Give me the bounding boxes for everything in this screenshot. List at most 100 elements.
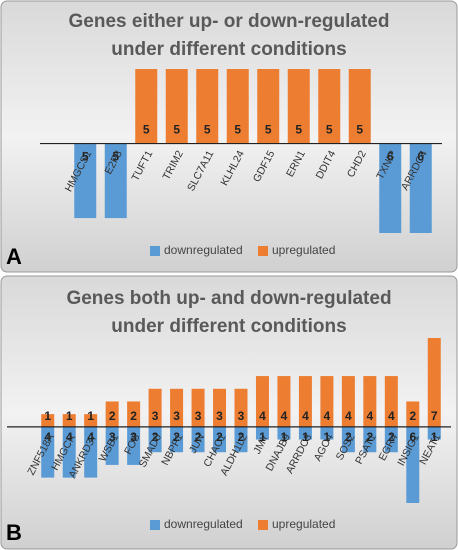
panel-label: A: [6, 244, 22, 269]
panel-label: B: [6, 520, 22, 545]
value-label: 5: [295, 123, 302, 137]
value-label: 2: [388, 430, 395, 444]
bar: [341, 376, 355, 427]
bar: [348, 69, 371, 144]
value-label: 1: [66, 409, 73, 423]
value-label: 5: [173, 123, 180, 137]
legend-swatch: [150, 246, 160, 256]
value-label: 1: [281, 430, 288, 444]
value-label: 1: [44, 409, 51, 423]
bar: [127, 401, 141, 427]
value-label: 4: [44, 430, 51, 444]
bar: [213, 388, 227, 427]
value-label: 2: [409, 409, 416, 423]
value-label: 5: [234, 123, 241, 137]
value-label: 4: [345, 409, 352, 423]
bar: [74, 143, 97, 219]
value-label: 4: [66, 430, 73, 444]
bar: [148, 388, 162, 427]
bar: [41, 414, 55, 427]
value-label: 6: [417, 150, 424, 164]
bar: [277, 376, 291, 427]
chart-title: under different conditions: [111, 316, 346, 337]
bar: [191, 426, 205, 453]
value-label: 2: [130, 409, 137, 423]
bar: [318, 69, 341, 144]
value-label: 5: [82, 150, 89, 164]
value-label: 5: [143, 123, 150, 137]
bar: [148, 426, 162, 453]
value-label: 4: [259, 409, 266, 423]
legend-label: upregulated: [272, 243, 335, 257]
bar: [298, 426, 312, 440]
bar: [298, 376, 312, 427]
chart-title: Genes both up- and down-regulated: [66, 288, 391, 309]
bar: [384, 376, 398, 427]
value-label: 2: [173, 430, 180, 444]
value-label: 2: [109, 409, 116, 423]
bar: [287, 69, 310, 144]
value-label: 6: [409, 430, 416, 444]
bar: [170, 388, 184, 427]
bar: [234, 388, 248, 427]
bar: [409, 143, 432, 233]
bar: [191, 388, 205, 427]
bar: [196, 69, 219, 144]
value-label: 3: [173, 409, 180, 423]
bar: [213, 426, 227, 453]
legend-label: upregulated: [272, 517, 335, 531]
value-label: 1: [431, 430, 438, 444]
value-label: 5: [112, 150, 119, 164]
bar: [406, 401, 420, 427]
value-label: 3: [216, 409, 223, 423]
bar: [105, 401, 119, 427]
value-label: 1: [259, 430, 266, 444]
chart-title: Genes either up- or down-regulated: [69, 11, 390, 32]
bar: [127, 426, 141, 465]
value-label: 5: [265, 123, 272, 137]
bar: [62, 414, 76, 427]
bar: [41, 426, 55, 478]
value-label: 4: [302, 409, 309, 423]
value-label: 4: [281, 409, 288, 423]
value-label: 2: [238, 430, 245, 444]
value-label: 3: [195, 409, 202, 423]
value-label: 4: [87, 430, 94, 444]
value-label: 2: [345, 430, 352, 444]
value-label: 5: [356, 123, 363, 137]
chart-title: under different conditions: [111, 39, 346, 60]
bar: [170, 426, 184, 453]
value-label: 3: [109, 430, 116, 444]
bar: [277, 426, 291, 440]
legend-swatch: [258, 246, 268, 256]
legend-label: downregulated: [164, 243, 243, 257]
panel-background: [0, 275, 458, 550]
bar: [384, 426, 398, 453]
bar: [363, 376, 377, 427]
bar: [320, 426, 334, 440]
bar: [135, 69, 158, 144]
bar: [379, 143, 402, 233]
value-label: 4: [324, 409, 331, 423]
bar: [427, 338, 441, 427]
value-label: 1: [302, 430, 309, 444]
bar: [62, 426, 76, 478]
bar: [255, 376, 269, 427]
value-label: 5: [326, 123, 333, 137]
value-label: 7: [431, 409, 438, 423]
legend-swatch: [150, 520, 160, 530]
value-label: 6: [387, 150, 394, 164]
bar: [104, 143, 127, 219]
value-label: 2: [366, 430, 373, 444]
bar: [84, 414, 98, 427]
bar: [105, 426, 119, 465]
bar: [257, 69, 280, 144]
bar: [255, 426, 269, 440]
bar: [363, 426, 377, 453]
value-label: 3: [130, 430, 137, 444]
value-label: 2: [216, 430, 223, 444]
value-label: 4: [366, 409, 373, 423]
bar: [234, 426, 248, 453]
bar: [320, 376, 334, 427]
